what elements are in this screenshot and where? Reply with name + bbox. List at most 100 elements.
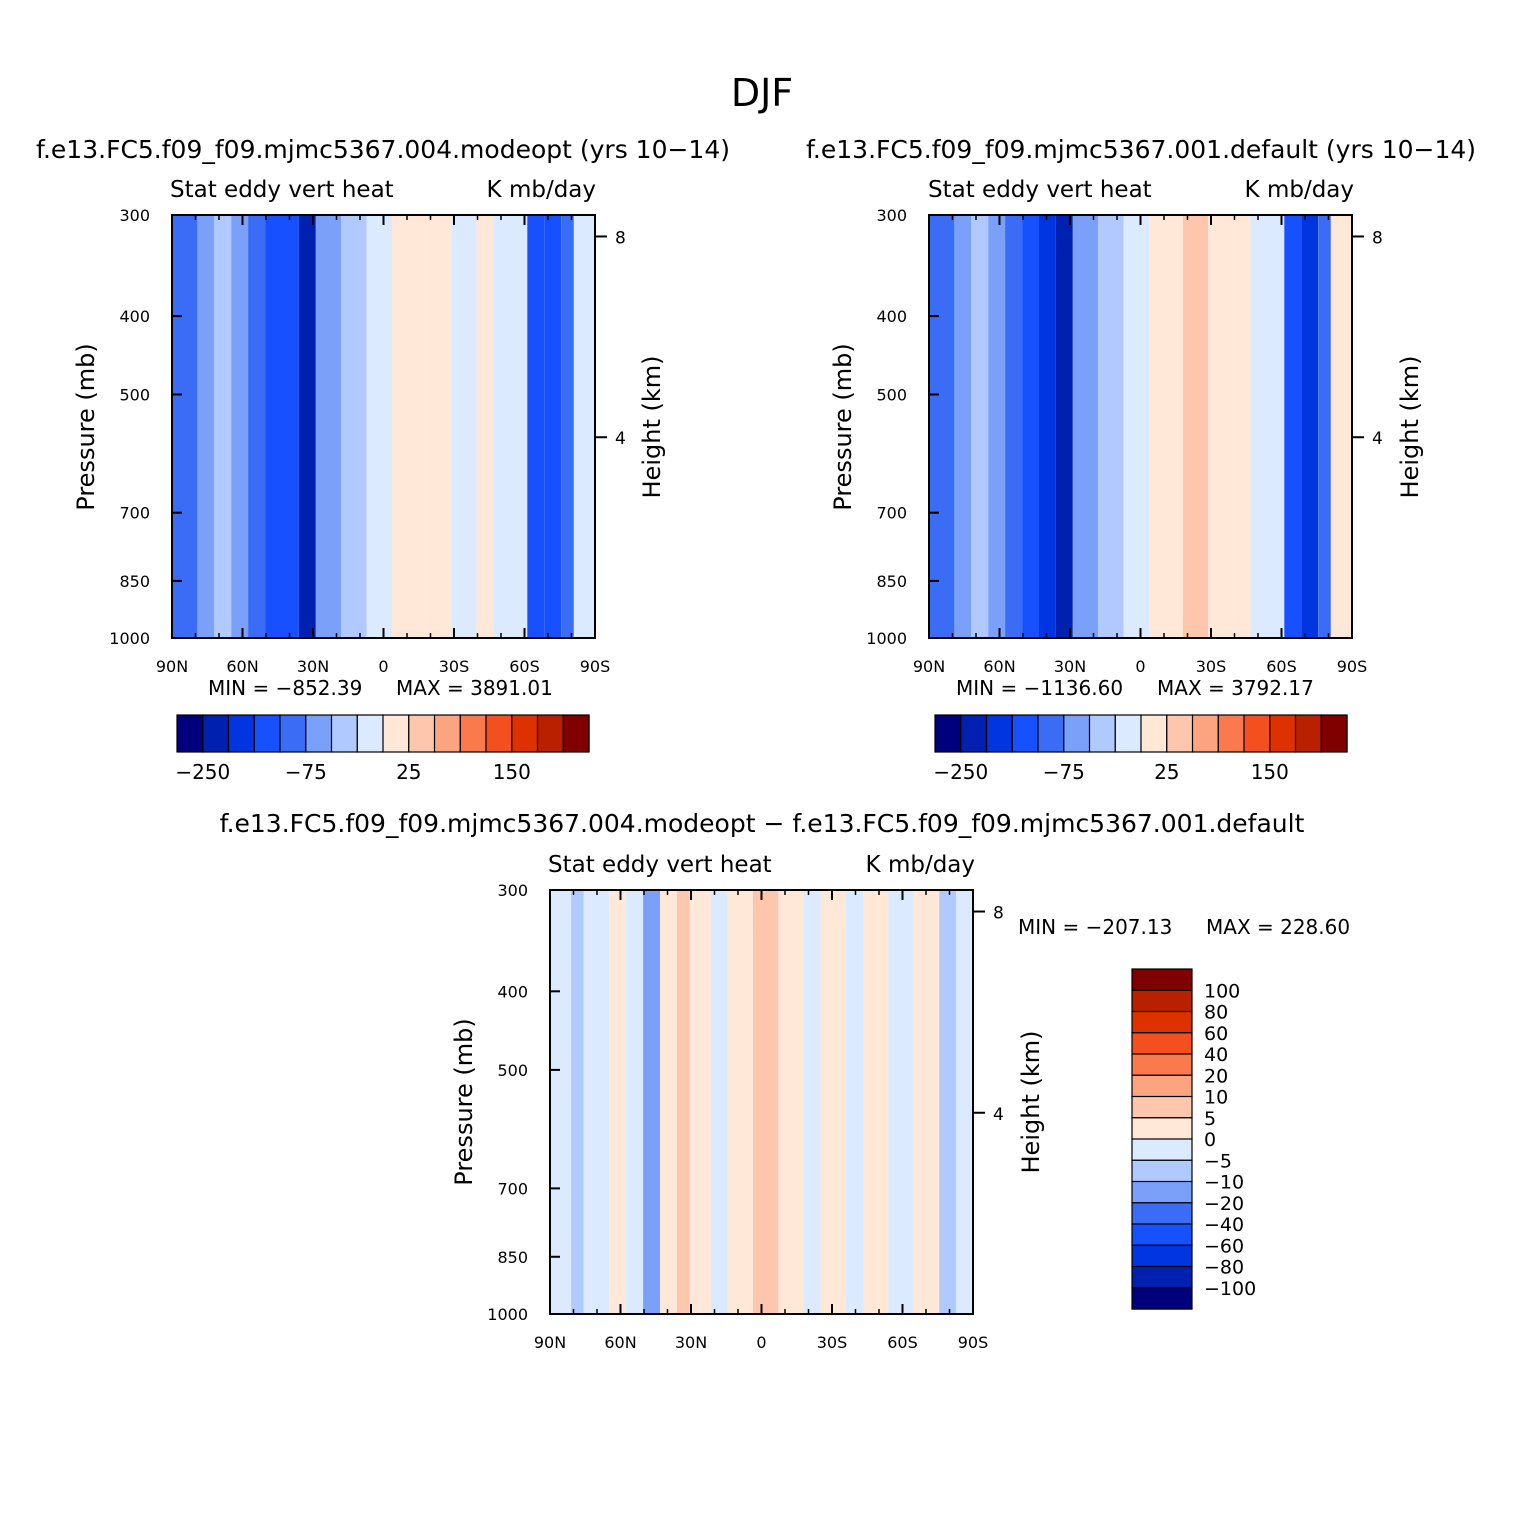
colorbar-swatch xyxy=(1269,714,1297,753)
units-label: K mb/day xyxy=(1245,177,1354,203)
y-tick-label: 400 xyxy=(497,982,528,1001)
contour-band xyxy=(544,215,562,638)
y2-tick-label: 4 xyxy=(993,1105,1004,1125)
colorbar-swatch xyxy=(934,714,962,753)
colorbar-swatch xyxy=(1131,968,1193,991)
x-tick-label: 90S xyxy=(580,657,611,676)
colorbar-swatch xyxy=(1243,714,1271,753)
variable-label: Stat eddy vert heat xyxy=(170,177,394,203)
min-value: MIN = −1136.60 xyxy=(956,676,1123,700)
y-tick-label: 850 xyxy=(119,572,150,591)
contour-band xyxy=(231,215,249,638)
colorbar-swatch xyxy=(1114,714,1142,753)
colorbar-swatch xyxy=(511,714,539,753)
contour-band xyxy=(778,890,804,1314)
colorbar-swatch xyxy=(1131,1074,1193,1098)
x-tick-label: 30N xyxy=(297,657,329,676)
contour-band xyxy=(451,215,477,638)
colorbar-swatch xyxy=(1131,1287,1193,1310)
colorbar-swatch xyxy=(536,714,564,753)
x-tick-label: 60N xyxy=(226,657,258,676)
colorbar-swatch xyxy=(1166,714,1194,753)
colorbar-label: −100 xyxy=(1204,1278,1256,1300)
colorbar-swatch xyxy=(253,714,281,753)
contour-band xyxy=(660,890,677,1314)
contour-band xyxy=(888,890,914,1314)
min-value: MIN = −852.39 xyxy=(208,676,362,700)
y-tick-label: 300 xyxy=(119,206,150,225)
x-tick-label: 60N xyxy=(983,657,1015,676)
units-label: K mb/day xyxy=(487,177,596,203)
colorbar-label: −75 xyxy=(285,760,327,784)
colorbar-swatch xyxy=(1191,714,1219,753)
contour-plot: 90N 60N 30N 0 30S 60S 90S 300 400 500 700 850 1000 8 4 xyxy=(487,881,1004,1352)
colorbar-swatch xyxy=(1037,714,1065,753)
contour-band xyxy=(425,215,452,638)
colorbar-swatch xyxy=(433,714,461,753)
colorbar-swatch xyxy=(202,714,230,753)
y-tick-label: 500 xyxy=(497,1061,528,1080)
colorbar-swatch xyxy=(176,714,204,753)
colorbar-swatch xyxy=(1131,1223,1193,1246)
colorbar-swatch xyxy=(1131,1053,1193,1076)
x-tick-label: 0 xyxy=(756,1333,766,1352)
x-tick-label: 90N xyxy=(913,657,945,676)
colorbar-swatch xyxy=(1131,1010,1193,1034)
contour-band xyxy=(939,890,957,1314)
colorbar-label: 60 xyxy=(1204,1023,1228,1045)
contour-band xyxy=(561,215,574,638)
colorbar-label: 0 xyxy=(1204,1129,1216,1151)
colorbar-swatch xyxy=(1217,714,1245,753)
x-tick-label: 60S xyxy=(1266,657,1297,676)
panel-title: f.e13.FC5.f09_f09.mjmc5367.001.default (… xyxy=(806,135,1476,164)
colorbar-swatch xyxy=(1140,714,1168,753)
colorbar-swatch xyxy=(305,714,333,753)
colorbar-swatch xyxy=(227,714,255,753)
y-tick-label: 850 xyxy=(876,572,907,591)
contour-band xyxy=(1039,215,1056,638)
contour-band xyxy=(1284,215,1302,638)
contour-band xyxy=(956,890,973,1314)
contour-band xyxy=(298,215,316,638)
colorbar-label: 150 xyxy=(1251,760,1289,784)
contour-band xyxy=(803,890,821,1314)
colorbar-swatch xyxy=(1131,1117,1193,1140)
colorbar-swatch xyxy=(1131,1159,1193,1183)
contour-band xyxy=(550,890,572,1314)
contour-band xyxy=(954,215,972,638)
contour-plot: 90N 60N 30N 0 30S 60S 90S 300 400 500 700 850 1000 8 4 xyxy=(866,206,1383,676)
y-tick-label: 300 xyxy=(497,881,528,900)
colorbar-swatch xyxy=(1131,1138,1193,1161)
contour-band xyxy=(315,215,342,638)
colorbar-swatch xyxy=(330,714,358,753)
colorbar-swatch xyxy=(382,714,410,753)
contour-band xyxy=(366,215,392,638)
contour-band xyxy=(820,890,847,1314)
colorbar-swatch xyxy=(1063,714,1091,753)
y2-axis-label: Height (km) xyxy=(638,356,666,499)
contour-band xyxy=(971,215,989,638)
colorbar-label: 5 xyxy=(1204,1108,1216,1130)
x-tick-label: 60N xyxy=(604,1333,636,1352)
contour-band xyxy=(1318,215,1331,638)
contour-band xyxy=(626,890,643,1314)
contour-band xyxy=(493,215,528,638)
colorbar-swatch xyxy=(1131,1180,1193,1204)
x-tick-label: 90N xyxy=(534,1333,566,1352)
colorbar-label: −60 xyxy=(1204,1235,1244,1257)
contour-band xyxy=(476,215,494,638)
y-tick-label: 850 xyxy=(497,1248,528,1267)
contour-band xyxy=(392,215,426,638)
contour-band xyxy=(527,215,545,638)
contour-band xyxy=(573,215,595,638)
contour-band xyxy=(609,890,627,1314)
colorbar-swatch xyxy=(1131,1202,1193,1225)
x-tick-label: 30S xyxy=(439,657,470,676)
panel-default: f.e13.FC5.f09_f09.mjmc5367.001.default (… xyxy=(806,135,1476,784)
units-label: K mb/day xyxy=(866,852,975,878)
colorbar-label: −5 xyxy=(1204,1150,1232,1172)
y-tick-label: 400 xyxy=(876,307,907,326)
panel-modeopt: f.e13.FC5.f09_f09.mjmc5367.004.modeopt (… xyxy=(36,135,730,784)
